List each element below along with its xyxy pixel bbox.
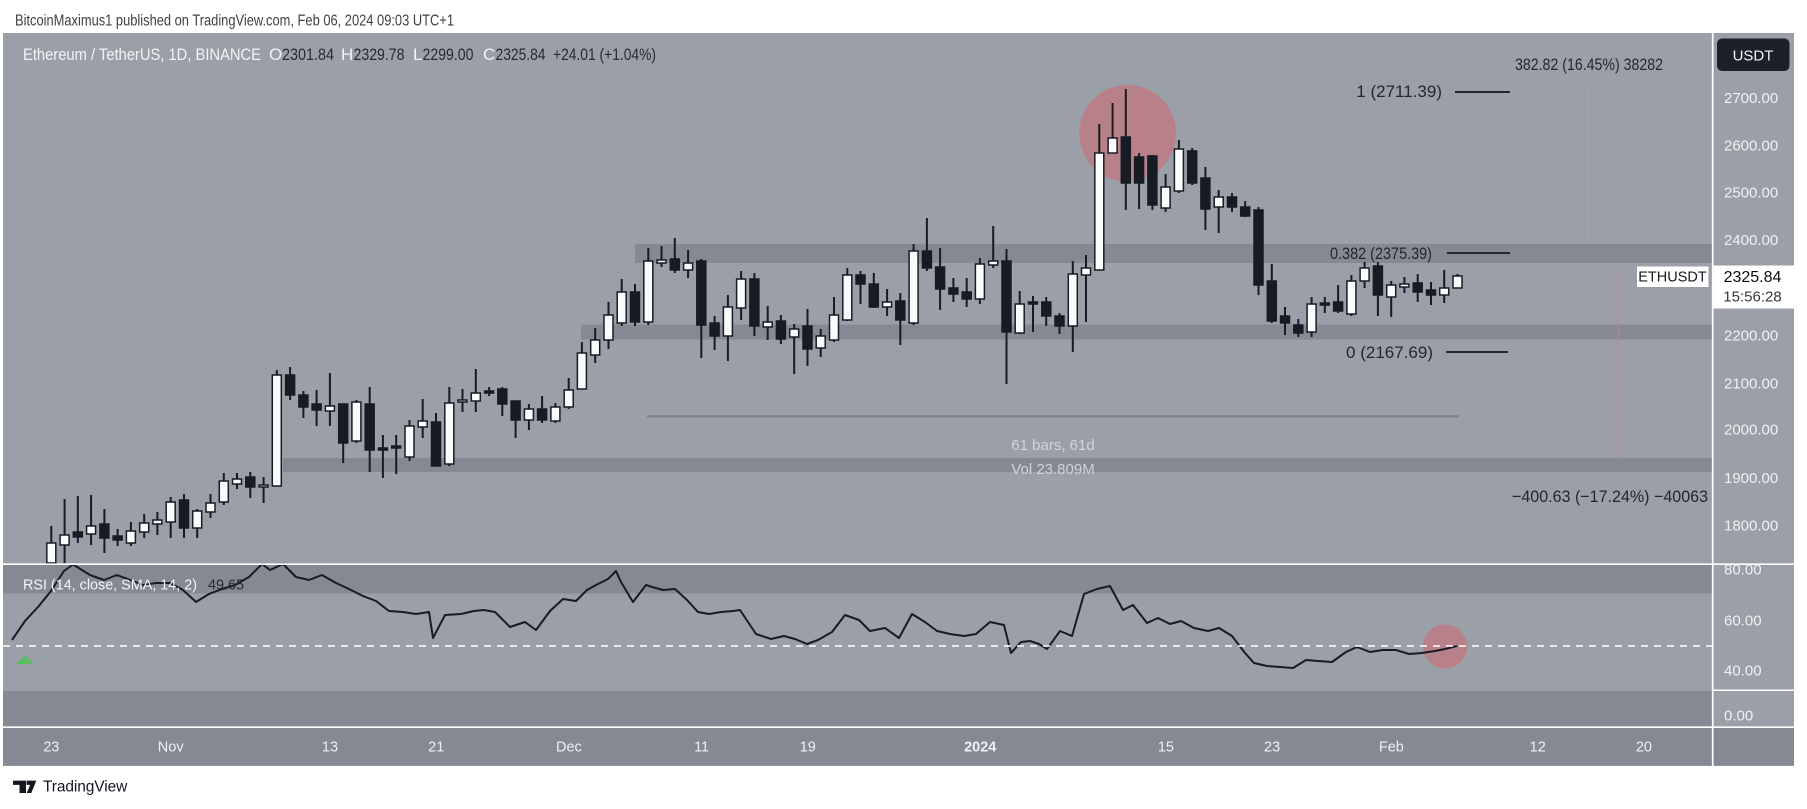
svg-text:23: 23 bbox=[43, 740, 59, 756]
svg-text:61 bars, 61d: 61 bars, 61d bbox=[1011, 437, 1094, 454]
svg-text:2600.00: 2600.00 bbox=[1724, 137, 1778, 154]
svg-text:Dec: Dec bbox=[556, 740, 582, 756]
svg-text:Ethereum / TetherUS, 1D, BINAN: Ethereum / TetherUS, 1D, BINANCE bbox=[23, 45, 261, 64]
svg-text:0.382 (2375.39): 0.382 (2375.39) bbox=[1330, 244, 1432, 263]
svg-text:USDT: USDT bbox=[1733, 48, 1774, 65]
svg-text:BitcoinMaximus1 published on T: BitcoinMaximus1 published on TradingView… bbox=[15, 13, 454, 30]
svg-text:H: H bbox=[341, 45, 353, 64]
svg-text:19: 19 bbox=[800, 740, 816, 756]
svg-text:0 (2167.69): 0 (2167.69) bbox=[1346, 343, 1433, 362]
svg-text:21: 21 bbox=[428, 740, 444, 756]
svg-text:2301.84: 2301.84 bbox=[282, 45, 334, 64]
svg-text:ETHUSDT: ETHUSDT bbox=[1638, 270, 1707, 286]
svg-text:C: C bbox=[483, 45, 495, 64]
svg-text:382.82 (16.45%) 38282: 382.82 (16.45%) 38282 bbox=[1515, 55, 1663, 74]
svg-text:2400.00: 2400.00 bbox=[1724, 232, 1778, 249]
svg-text:Feb: Feb bbox=[1379, 740, 1404, 756]
svg-text:O: O bbox=[269, 45, 282, 64]
svg-text:2299.00: 2299.00 bbox=[423, 45, 474, 64]
svg-text:2500.00: 2500.00 bbox=[1724, 185, 1778, 202]
svg-text:+24.01 (+1.04%): +24.01 (+1.04%) bbox=[553, 45, 656, 64]
svg-text:2700.00: 2700.00 bbox=[1724, 90, 1778, 107]
svg-text:Vol 23.809M: Vol 23.809M bbox=[1011, 461, 1094, 478]
svg-text:1900.00: 1900.00 bbox=[1724, 470, 1778, 487]
svg-text:2024: 2024 bbox=[964, 740, 996, 756]
svg-text:2200.00: 2200.00 bbox=[1724, 328, 1778, 345]
svg-text:1 (2711.39): 1 (2711.39) bbox=[1356, 82, 1442, 101]
svg-text:13: 13 bbox=[322, 740, 338, 756]
svg-text:2329.78: 2329.78 bbox=[354, 45, 405, 64]
svg-text:2325.84: 2325.84 bbox=[1724, 269, 1782, 286]
svg-text:RSI (14, close, SMA, 14, 2): RSI (14, close, SMA, 14, 2) bbox=[23, 577, 197, 594]
svg-text:80.00: 80.00 bbox=[1724, 562, 1762, 579]
svg-text:40.00: 40.00 bbox=[1724, 663, 1762, 680]
svg-text:Nov: Nov bbox=[158, 740, 185, 756]
svg-text:2325.84: 2325.84 bbox=[496, 45, 546, 64]
svg-text:0.00: 0.00 bbox=[1724, 708, 1753, 725]
svg-text:2100.00: 2100.00 bbox=[1724, 376, 1778, 393]
svg-text:23: 23 bbox=[1264, 740, 1280, 756]
svg-text:−400.63 (−17.24%) −40063: −400.63 (−17.24%) −40063 bbox=[1512, 487, 1708, 506]
svg-text:20: 20 bbox=[1636, 740, 1652, 756]
svg-text:60.00: 60.00 bbox=[1724, 613, 1762, 630]
svg-text:49.65: 49.65 bbox=[208, 577, 244, 594]
svg-text:15:56:28: 15:56:28 bbox=[1723, 289, 1781, 306]
svg-text:1800.00: 1800.00 bbox=[1724, 518, 1778, 535]
svg-text:12: 12 bbox=[1530, 740, 1546, 756]
svg-text:2000.00: 2000.00 bbox=[1724, 422, 1778, 439]
svg-text:15: 15 bbox=[1158, 740, 1174, 756]
svg-text:L: L bbox=[413, 45, 422, 64]
svg-text:11: 11 bbox=[694, 740, 709, 756]
svg-text:TradingView: TradingView bbox=[43, 779, 128, 796]
